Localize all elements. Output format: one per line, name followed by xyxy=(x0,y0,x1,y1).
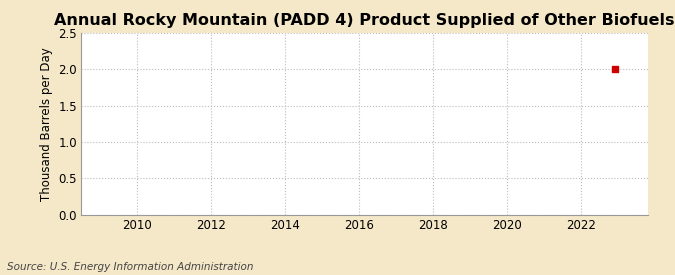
Y-axis label: Thousand Barrels per Day: Thousand Barrels per Day xyxy=(40,47,53,201)
Text: Source: U.S. Energy Information Administration: Source: U.S. Energy Information Administ… xyxy=(7,262,253,272)
Title: Annual Rocky Mountain (PADD 4) Product Supplied of Other Biofuels: Annual Rocky Mountain (PADD 4) Product S… xyxy=(54,13,675,28)
